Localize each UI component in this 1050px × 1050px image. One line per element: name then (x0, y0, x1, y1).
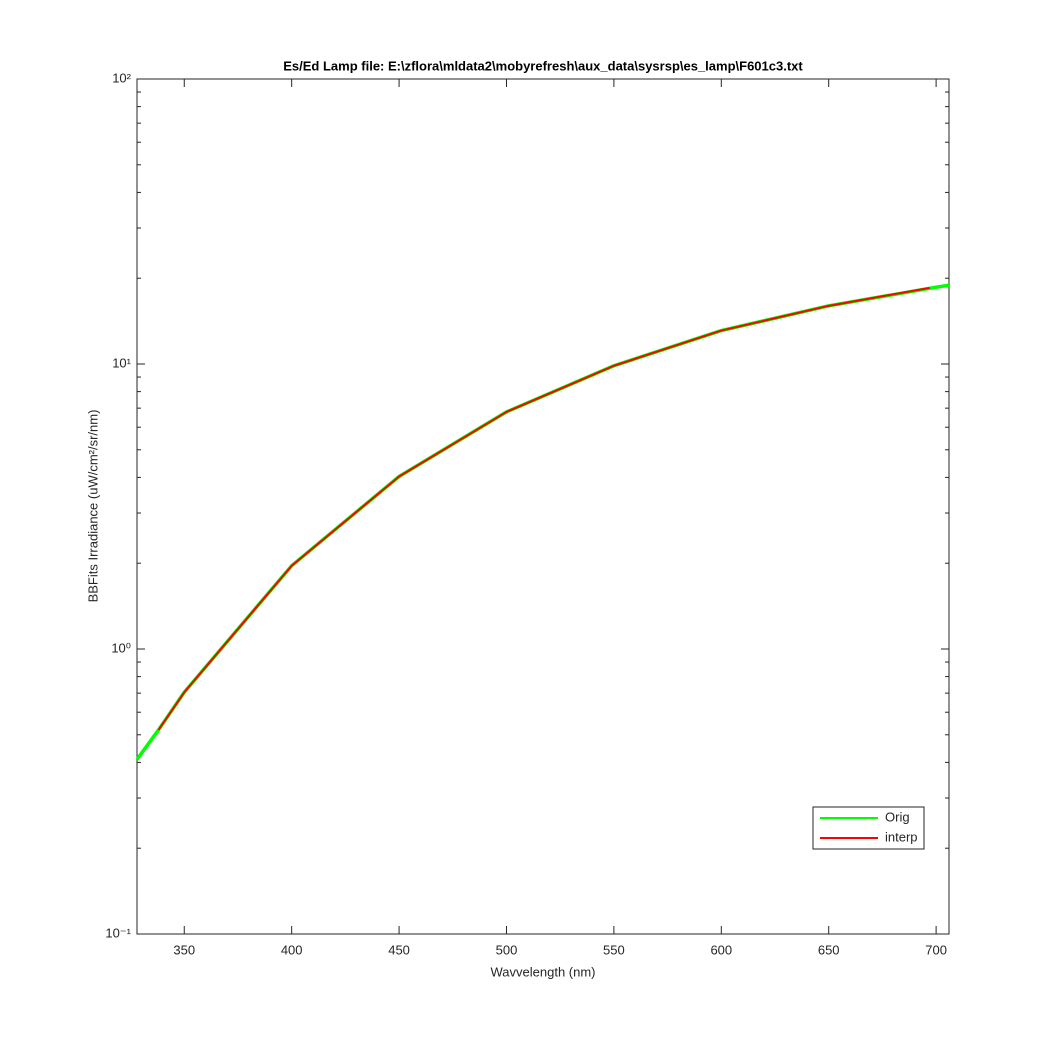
x-axis-label: Wavvelength (nm) (491, 964, 596, 979)
axes-box (136, 78, 950, 935)
legend: Orig interp (812, 806, 925, 850)
x-tick-label: 600 (710, 942, 732, 957)
x-tick-label: 400 (281, 942, 303, 957)
chart-title: Es/Ed Lamp file: E:\zflora\mldata2\mobyr… (283, 58, 803, 73)
legend-box (812, 806, 925, 850)
data-line (157, 286, 930, 731)
data-line (135, 283, 950, 761)
legend-label: interp (885, 829, 918, 844)
y-tick-label: 10¹ (112, 355, 131, 370)
x-tick-label: 350 (173, 942, 195, 957)
y-tick-label: 10⁻¹ (105, 925, 131, 940)
legend-label: Orig (885, 809, 910, 824)
x-tick-label: 650 (818, 942, 840, 957)
x-tick-label: 700 (925, 942, 947, 957)
x-tick-label: 550 (603, 942, 625, 957)
y-tick-label: 10² (112, 70, 131, 85)
x-tick-label: 450 (388, 942, 410, 957)
y-tick-label: 10⁰ (111, 640, 131, 655)
x-tick-label: 500 (496, 942, 518, 957)
y-axis-label: BBFits Irradiance (uW/cm²/sr/nm) (85, 410, 100, 603)
